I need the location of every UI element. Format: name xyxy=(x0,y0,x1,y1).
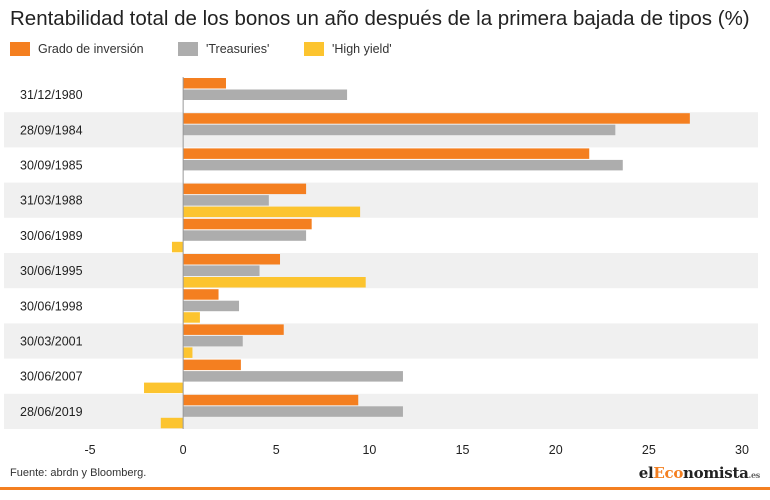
x-tick-label: 20 xyxy=(549,443,563,457)
x-tick-label: 5 xyxy=(273,443,280,457)
bar xyxy=(144,382,184,394)
bar xyxy=(171,241,184,253)
legend-item-grado: Grado de inversión xyxy=(10,42,144,56)
bar xyxy=(183,218,312,230)
legend-swatch-high-yield xyxy=(304,42,324,56)
legend-label-high-yield: 'High yield' xyxy=(332,42,392,56)
category-label: 28/09/1984 xyxy=(20,123,83,137)
category-label: 30/06/1998 xyxy=(20,299,83,313)
source-note: Fuente: abrdn y Bloomberg. xyxy=(10,467,147,479)
bar xyxy=(183,406,403,417)
bottom-accent-rule xyxy=(0,487,770,490)
category-label: 30/06/1995 xyxy=(20,264,83,278)
bar-chart: 31/12/1980 28/09/1984 30/09/1985 31/03/1988… xyxy=(4,77,758,457)
x-tick-label: 0 xyxy=(180,443,187,457)
bar xyxy=(183,148,590,159)
row-band xyxy=(4,182,758,218)
bar xyxy=(183,371,403,382)
bar xyxy=(183,265,260,276)
bar xyxy=(183,206,361,218)
x-tick-label: 30 xyxy=(735,443,749,457)
legend-item-treasuries: 'Treasuries' xyxy=(178,42,269,56)
category-label: 30/06/1989 xyxy=(20,229,83,243)
bar xyxy=(183,394,359,406)
bar xyxy=(183,324,284,335)
row-band xyxy=(4,253,758,289)
bar xyxy=(183,183,307,195)
x-tick-label: 15 xyxy=(456,443,470,457)
legend-label-grado: Grado de inversión xyxy=(38,42,144,56)
x-tick-label: 25 xyxy=(642,443,656,457)
legend-swatch-grado xyxy=(10,42,30,56)
category-label: 31/03/1988 xyxy=(20,194,83,208)
bar xyxy=(183,289,219,300)
bar xyxy=(183,89,348,100)
bar xyxy=(183,359,241,371)
category-label: 28/06/2019 xyxy=(20,405,83,419)
bar xyxy=(183,347,193,358)
bar xyxy=(183,124,616,136)
category-label: 31/12/1980 xyxy=(20,88,83,102)
category-label: 30/03/2001 xyxy=(20,335,83,349)
bar xyxy=(183,312,200,323)
bar xyxy=(183,300,240,312)
legend-swatch-treasuries xyxy=(178,42,198,56)
category-label: 30/06/2007 xyxy=(20,370,83,384)
x-tick-label: -5 xyxy=(84,443,95,457)
legend-item-high-yield: 'High yield' xyxy=(304,42,392,56)
bar xyxy=(183,113,690,124)
bar xyxy=(183,78,226,89)
bar xyxy=(183,335,243,347)
bar xyxy=(183,277,366,288)
x-tick-label: 10 xyxy=(362,443,376,457)
bar xyxy=(183,230,307,241)
bar xyxy=(183,254,281,265)
bar xyxy=(183,159,623,171)
chart-title: Rentabilidad total de los bonos un año d… xyxy=(10,7,750,30)
category-label: 30/09/1985 xyxy=(20,159,83,173)
legend-label-treasuries: 'Treasuries' xyxy=(206,42,270,56)
bar xyxy=(160,417,184,429)
row-band xyxy=(4,323,758,359)
bar xyxy=(183,195,269,206)
publisher-logo: elEconomista.es xyxy=(638,464,761,482)
